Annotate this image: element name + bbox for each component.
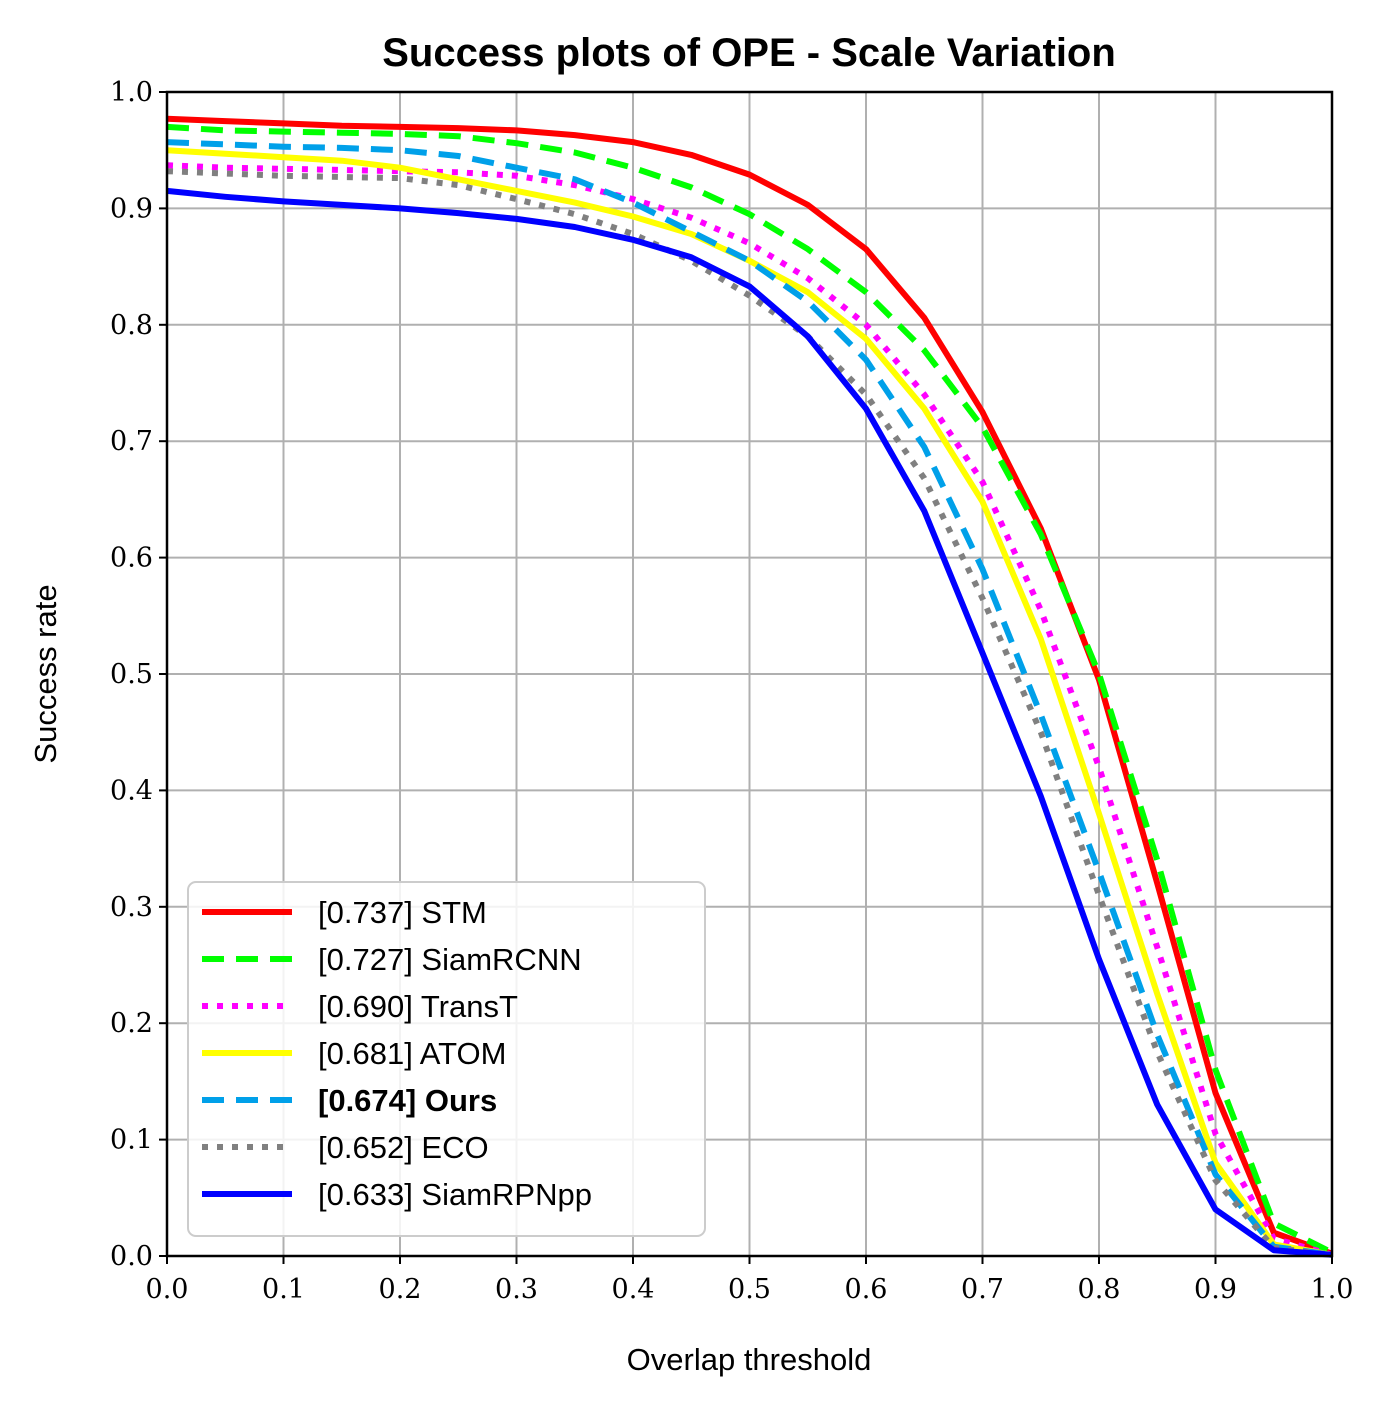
legend-label: [0.681] ATOM [318, 1036, 506, 1071]
y-tick-label: 1.0 [110, 77, 153, 108]
x-tick-label: 0.9 [1194, 1274, 1237, 1305]
series-layer [166, 115, 1334, 1258]
y-tick-label: 0.7 [110, 426, 153, 457]
chart-title: Success plots of OPE - Scale Variation [382, 31, 1116, 75]
x-tick-label: 0.4 [612, 1274, 655, 1305]
series-line-3 [166, 147, 1333, 1258]
x-axis-ticks: 0.0 0.1 0.2 0.3 0.4 0.5 0.6 0.7 0.8 0.9 1.0 [146, 1256, 1354, 1305]
y-tick-label: 0.6 [110, 543, 153, 574]
x-tick-label: 1.0 [1311, 1274, 1354, 1305]
x-tick-label: 0.0 [146, 1274, 189, 1305]
series-line-2 [166, 162, 1333, 1258]
x-tick-label: 0.5 [728, 1274, 771, 1305]
y-tick-label: 0.5 [110, 659, 153, 690]
x-tick-label: 0.3 [495, 1274, 538, 1305]
series-line-5 [166, 168, 1333, 1258]
legend: [0.737] STM [0.727] SiamRCNN [0.690] Trans… [187, 881, 706, 1237]
y-tick-label: 0.1 [110, 1125, 153, 1156]
series-line-6 [166, 187, 1333, 1258]
x-axis-label: Overlap threshold [627, 1342, 872, 1377]
y-tick-label: 0.2 [110, 1008, 153, 1039]
series-line-1 [166, 123, 1334, 1256]
legend-box [187, 881, 706, 1237]
y-tick-label: 0.3 [110, 892, 153, 923]
legend-label: [0.652] ECO [318, 1130, 489, 1165]
legend-label: [0.690] TransT [318, 989, 518, 1024]
series-line-4 [166, 139, 1333, 1258]
y-axis-ticks: 0.0 0.1 0.2 0.3 0.4 0.5 0.6 0.7 0.8 0.9 1.0 [110, 77, 167, 1272]
legend-label: [0.674] Ours [318, 1083, 497, 1118]
x-tick-label: 0.8 [1078, 1274, 1121, 1305]
y-tick-label: 0.8 [110, 310, 153, 341]
y-tick-label: 0.9 [110, 193, 153, 224]
x-tick-label: 0.6 [845, 1274, 888, 1305]
y-tick-label: 0.0 [110, 1241, 153, 1272]
legend-label: [0.633] SiamRPNpp [318, 1177, 592, 1212]
y-axis-label: Success rate [28, 584, 63, 763]
x-tick-label: 0.1 [262, 1274, 305, 1305]
series-line-0 [166, 115, 1334, 1257]
legend-label: [0.737] STM [318, 895, 487, 930]
y-tick-label: 0.4 [110, 775, 153, 806]
x-tick-label: 0.2 [379, 1274, 422, 1305]
x-tick-label: 0.7 [961, 1274, 1004, 1305]
legend-label: [0.727] SiamRCNN [318, 942, 582, 977]
